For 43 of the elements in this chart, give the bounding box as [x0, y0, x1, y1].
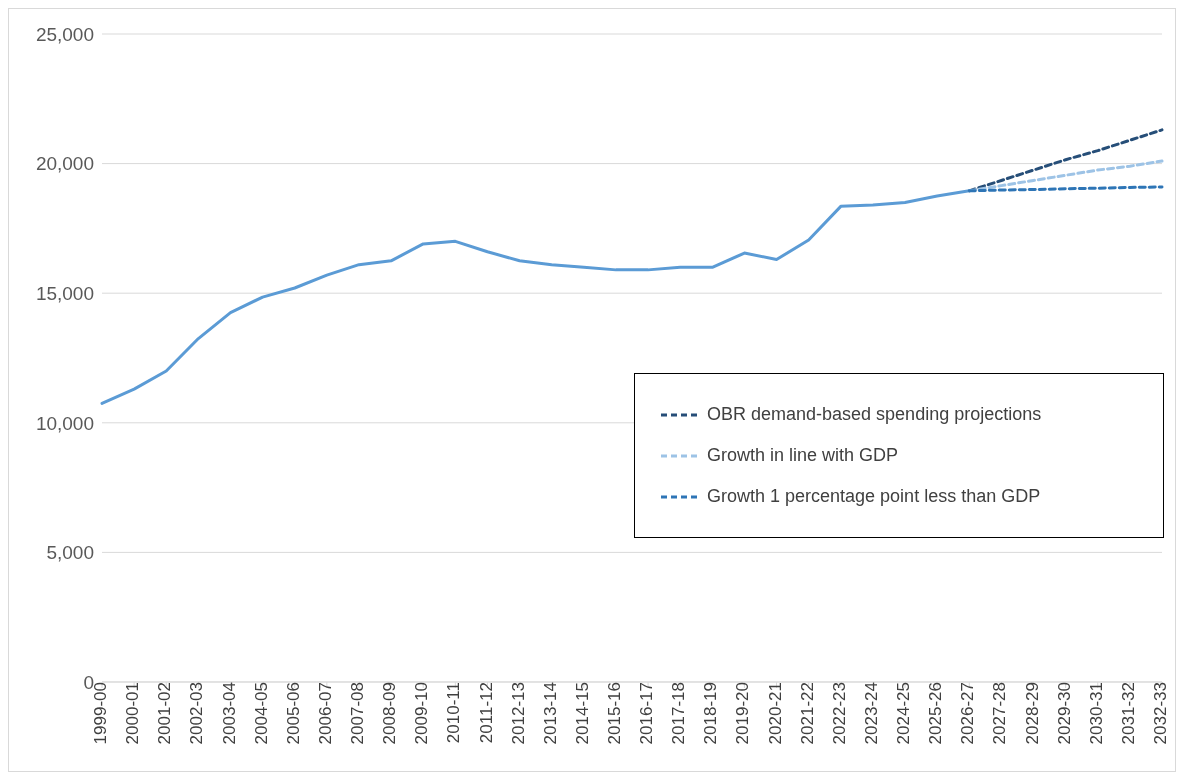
- y-tick-label: 20,000: [35, 153, 94, 175]
- x-tick-label: 2001-02: [155, 682, 175, 745]
- x-tick-label: 2012-13: [508, 682, 528, 745]
- x-tick-label: 2025-26: [926, 682, 946, 745]
- legend-label: Growth in line with GDP: [707, 445, 899, 466]
- x-tick-label: 2030-31: [1086, 682, 1106, 745]
- legend-label: OBR demand-based spending projections: [707, 404, 1042, 425]
- x-tick-label: 2018-19: [701, 682, 721, 745]
- x-tick-label: 2021-22: [797, 682, 817, 745]
- y-tick-label: 5,000: [46, 542, 94, 564]
- y-tick-label: 25,000: [35, 23, 94, 45]
- x-tick-label: 2027-28: [990, 682, 1010, 745]
- x-tick-label: 2002-03: [187, 682, 207, 745]
- x-tick-label: 2005-06: [283, 682, 303, 745]
- x-tick-label: 2019-20: [733, 682, 753, 745]
- x-tick-label: 2013-14: [540, 682, 560, 745]
- legend-label: Growth 1 percentage point less than GDP: [707, 486, 1041, 507]
- x-tick-label: 2000-01: [123, 682, 143, 745]
- line-series: [100, 189, 971, 405]
- x-tick-label: 2006-07: [315, 682, 335, 745]
- x-tick-label: 2004-05: [251, 682, 271, 745]
- y-tick-label: 10,000: [35, 412, 94, 434]
- x-tick-label: 2026-27: [958, 682, 978, 745]
- x-tick-label: 2032-33: [1151, 682, 1171, 745]
- x-tick-label: 2022-23: [829, 682, 849, 745]
- x-tick-label: 2007-08: [348, 682, 368, 745]
- x-tick-label: 2016-17: [637, 682, 657, 745]
- x-tick-label: 2028-29: [1022, 682, 1042, 745]
- x-tick-label: 2014-15: [572, 682, 592, 745]
- x-tick-label: 2017-18: [669, 682, 689, 745]
- x-tick-label: 2003-04: [219, 682, 239, 745]
- x-tick-label: 2029-30: [1054, 682, 1074, 745]
- x-tick-label: 2009-10: [412, 682, 432, 745]
- x-tick-label: 2023-24: [861, 682, 881, 745]
- x-tick-label: 2015-16: [605, 682, 625, 745]
- x-tick-label: 2020-21: [765, 682, 785, 745]
- x-tick-label: 2011-12: [476, 682, 496, 744]
- y-tick-label: 0: [83, 671, 94, 693]
- y-tick-label: 15,000: [35, 282, 94, 304]
- x-tick-label: 2008-09: [380, 682, 400, 745]
- x-tick-label: 2024-25: [894, 682, 914, 745]
- x-tick-label: 2031-32: [1118, 682, 1138, 745]
- x-tick-label: 2010-11: [444, 682, 464, 744]
